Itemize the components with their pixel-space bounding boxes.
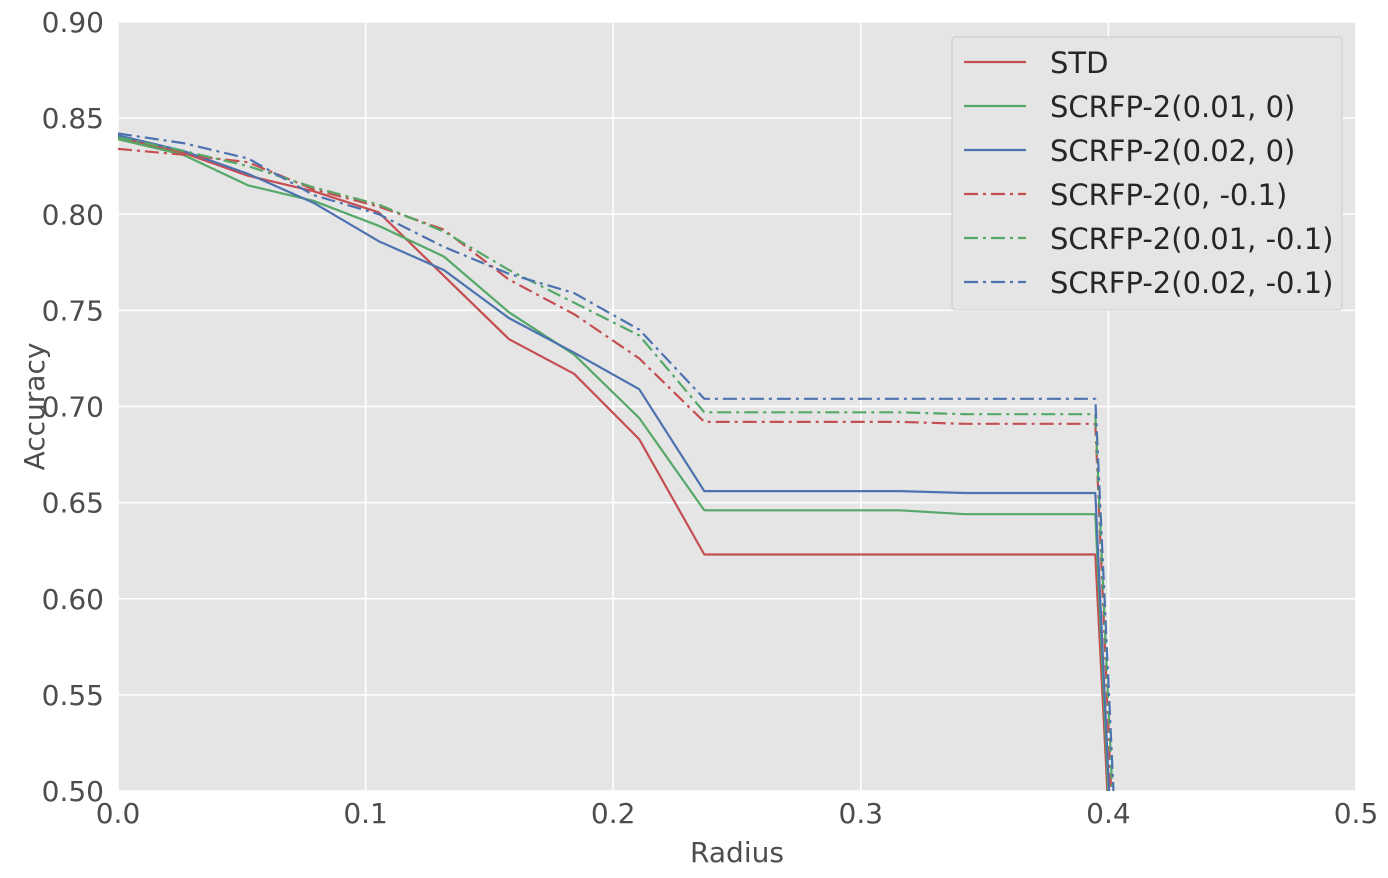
legend-entry: SCRFP-2(0.02, 0) bbox=[1050, 134, 1295, 168]
y-tick-label: 0.90 bbox=[42, 6, 104, 39]
series-line bbox=[118, 134, 1111, 791]
legend-entry: SCRFP-2(0.02, -0.1) bbox=[1050, 266, 1333, 300]
y-tick-label: 0.70 bbox=[42, 391, 104, 424]
y-tick-labels: 0.50 0.55 0.60 0.65 0.70 0.75 0.80 0.85 0.90 bbox=[42, 6, 104, 808]
x-tick-label: 0.2 bbox=[591, 797, 636, 830]
series-line bbox=[118, 136, 1114, 791]
x-tick-labels: 0.0 0.1 0.2 0.3 0.4 0.5 bbox=[96, 797, 1379, 830]
legend-box bbox=[951, 36, 1343, 311]
legend-entry: SCRFP-2(0.01, 0) bbox=[1050, 90, 1295, 124]
legend-entry: SCRFP-2(0, -0.1) bbox=[1050, 178, 1287, 212]
x-tick-label: 0.5 bbox=[1334, 797, 1379, 830]
series-group bbox=[118, 132, 1115, 791]
series-line bbox=[118, 132, 1115, 791]
legend-entry: STD bbox=[1050, 46, 1108, 80]
series-line bbox=[118, 138, 1110, 791]
y-tick-label: 0.65 bbox=[42, 487, 104, 520]
y-tick-label: 0.85 bbox=[42, 102, 104, 135]
y-tick-label: 0.75 bbox=[42, 294, 104, 327]
y-tick-label: 0.60 bbox=[42, 583, 104, 616]
y-tick-label: 0.55 bbox=[42, 679, 104, 712]
x-tick-label: 0.1 bbox=[343, 797, 388, 830]
series-layer bbox=[118, 132, 1115, 791]
y-axis-label: Accuracy bbox=[18, 343, 51, 471]
y-tick-label: 0.50 bbox=[42, 775, 104, 808]
legend: STD SCRFP-2(0.01, 0) SCRFP-2(0.02, 0) SCRFP… bbox=[951, 36, 1343, 311]
legend-entry: SCRFP-2(0.01, -0.1) bbox=[1050, 222, 1333, 256]
x-axis-label: Radius bbox=[690, 836, 784, 869]
y-tick-label: 0.80 bbox=[42, 198, 104, 231]
x-tick-label: 0.0 bbox=[96, 797, 141, 830]
x-tick-label: 0.3 bbox=[839, 797, 884, 830]
series-line bbox=[118, 136, 1109, 791]
series-line bbox=[118, 147, 1113, 791]
grid-lines bbox=[117, 21, 1357, 792]
x-tick-label: 0.4 bbox=[1086, 797, 1131, 830]
